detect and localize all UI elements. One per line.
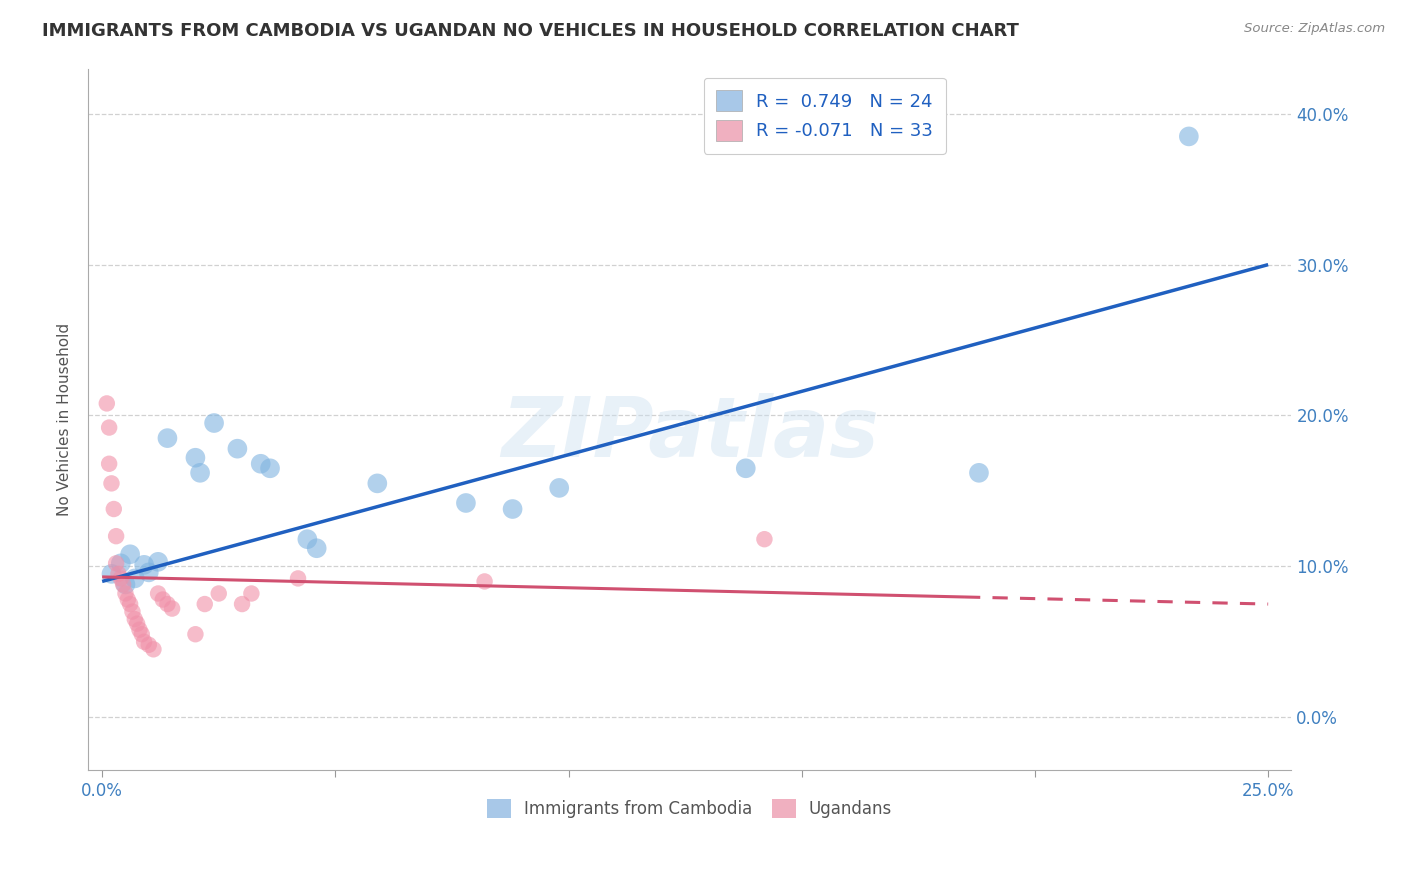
Point — [502, 502, 524, 516]
Point — [208, 586, 231, 600]
Text: Source: ZipAtlas.com: Source: ZipAtlas.com — [1244, 22, 1385, 36]
Point — [146, 555, 169, 569]
Point — [110, 557, 132, 571]
Point — [100, 566, 122, 581]
Point — [305, 541, 328, 556]
Point — [128, 623, 150, 637]
Point — [249, 457, 271, 471]
Point — [105, 529, 128, 543]
Point — [156, 597, 179, 611]
Point — [98, 457, 121, 471]
Point — [1178, 129, 1201, 144]
Point — [131, 627, 153, 641]
Point — [121, 605, 143, 619]
Point — [231, 597, 253, 611]
Point — [134, 558, 156, 572]
Point — [366, 476, 388, 491]
Point — [124, 571, 146, 585]
Point — [160, 601, 183, 615]
Point — [146, 586, 169, 600]
Y-axis label: No Vehicles in Household: No Vehicles in Household — [58, 323, 72, 516]
Point — [114, 586, 136, 600]
Point — [110, 571, 132, 585]
Point — [754, 532, 776, 546]
Point — [105, 557, 128, 571]
Point — [240, 586, 263, 600]
Point — [734, 461, 756, 475]
Point — [120, 547, 142, 561]
Point — [184, 627, 207, 641]
Point — [98, 420, 121, 434]
Point — [134, 634, 156, 648]
Point — [156, 431, 179, 445]
Point — [120, 597, 142, 611]
Point — [96, 396, 118, 410]
Point — [100, 476, 122, 491]
Point — [188, 466, 211, 480]
Point — [114, 577, 136, 591]
Point — [259, 461, 281, 475]
Point — [184, 450, 207, 465]
Point — [142, 642, 165, 657]
Text: ZIPatlas: ZIPatlas — [501, 392, 879, 474]
Point — [297, 532, 319, 546]
Point — [202, 416, 225, 430]
Point — [138, 638, 160, 652]
Point — [112, 577, 135, 591]
Text: IMMIGRANTS FROM CAMBODIA VS UGANDAN NO VEHICLES IN HOUSEHOLD CORRELATION CHART: IMMIGRANTS FROM CAMBODIA VS UGANDAN NO V… — [42, 22, 1019, 40]
Point — [127, 616, 149, 631]
Point — [194, 597, 217, 611]
Point — [287, 571, 309, 585]
Point — [138, 566, 160, 580]
Point — [548, 481, 571, 495]
Point — [124, 612, 146, 626]
Point — [152, 592, 174, 607]
Point — [474, 574, 496, 589]
Point — [454, 496, 477, 510]
Point — [226, 442, 249, 456]
Legend: Immigrants from Cambodia, Ugandans: Immigrants from Cambodia, Ugandans — [481, 792, 898, 825]
Point — [967, 466, 990, 480]
Point — [107, 566, 129, 581]
Point — [103, 502, 125, 516]
Point — [117, 592, 139, 607]
